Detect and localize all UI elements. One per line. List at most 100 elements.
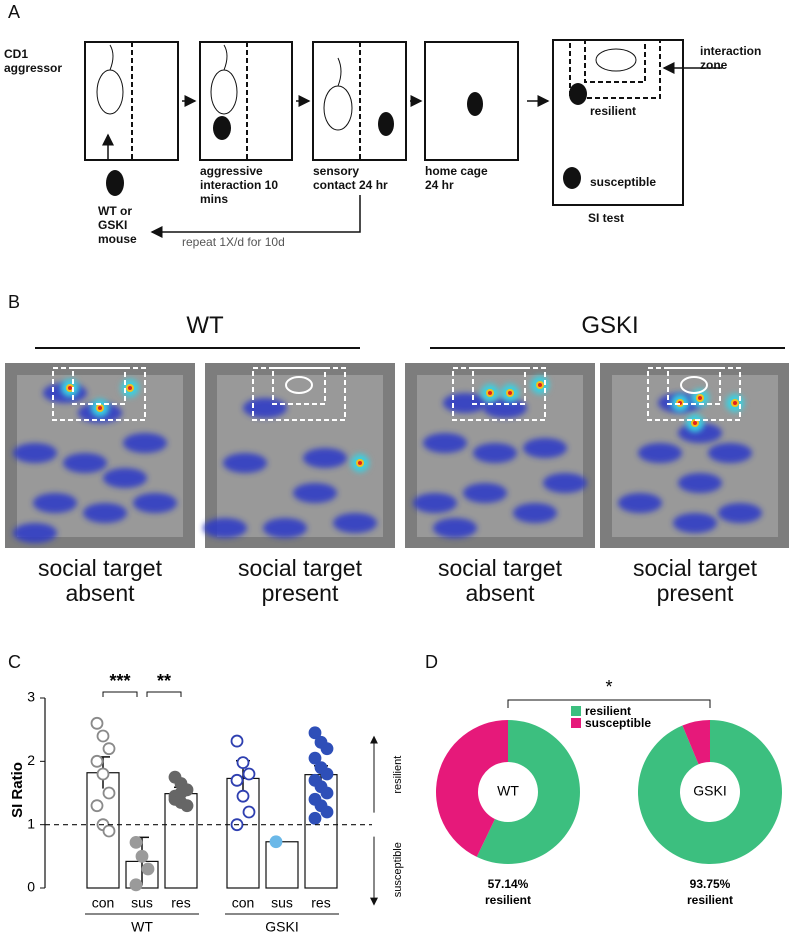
data-point	[308, 751, 322, 765]
track-blob	[133, 493, 177, 513]
track-blob	[293, 483, 337, 503]
repeat-label: repeat 1X/d for 10d	[182, 235, 285, 249]
target-mouse	[680, 376, 708, 394]
side-label: CD1 aggressor	[4, 47, 63, 75]
panel-label: B	[8, 292, 21, 312]
data-point	[129, 878, 143, 892]
step-caption: SI test	[588, 211, 625, 225]
hotspot	[733, 401, 737, 405]
significance-bracket	[146, 691, 182, 697]
hotspot	[538, 383, 542, 387]
track-blob	[673, 513, 717, 533]
legend-swatch	[571, 718, 581, 728]
group-label: WT	[131, 919, 153, 935]
panel-label: D	[425, 652, 438, 672]
hotspot	[358, 461, 362, 465]
step-caption: home cage 24 hr	[425, 164, 488, 192]
data-point	[242, 805, 256, 819]
track-blob	[13, 523, 57, 543]
outcome-label: susceptible	[590, 175, 657, 189]
track-blob	[83, 503, 127, 523]
track-blob	[463, 483, 507, 503]
legend-label: susceptible	[585, 716, 651, 730]
data-point	[141, 862, 155, 876]
x-tick-label: res	[171, 895, 190, 911]
track-blob	[243, 398, 287, 418]
data-point	[135, 849, 149, 863]
bar	[265, 841, 299, 889]
track-blob	[63, 453, 107, 473]
data-point	[230, 734, 244, 748]
mouse-icons	[106, 83, 587, 196]
data-point	[180, 799, 194, 813]
data-point	[102, 742, 116, 756]
target-zone	[272, 367, 326, 405]
legend-swatch	[571, 706, 581, 716]
panel-label: A	[8, 2, 21, 22]
track-blob	[263, 518, 307, 538]
significance-label: *	[605, 677, 612, 697]
data-point	[174, 786, 188, 800]
hotspot	[68, 386, 72, 390]
step-caption: WT or GSKI mouse	[98, 204, 137, 246]
data-point	[129, 836, 143, 849]
track-blob	[203, 518, 247, 538]
donut-slice	[476, 720, 580, 865]
outcome-label: resilient	[590, 104, 637, 118]
track-blob	[433, 518, 477, 538]
heatmaps	[5, 363, 789, 548]
data-point	[320, 742, 334, 756]
y-axis-label: SI Ratio	[9, 762, 26, 818]
x-tick-label: sus	[131, 895, 153, 911]
track-blob	[543, 473, 587, 493]
track-blob	[413, 493, 457, 513]
data-point	[320, 805, 334, 819]
data-point	[90, 716, 104, 730]
donut-value-category: resilient	[687, 893, 733, 907]
donut-value-label: 93.75%	[690, 877, 731, 891]
target-zone	[72, 367, 126, 405]
direction-label: susceptible	[392, 842, 404, 897]
track-blob	[303, 448, 347, 468]
y-tick-label: 3	[27, 689, 35, 705]
data-point	[269, 835, 283, 849]
donut-center-label: GSKI	[693, 783, 726, 799]
heatmap-caption: social target absent	[37, 555, 162, 607]
track-blob	[678, 473, 722, 493]
y-tick-label: 1	[27, 815, 35, 831]
donut-slice	[682, 720, 710, 765]
hotspot	[98, 406, 102, 410]
target-zone	[472, 367, 526, 405]
data-point	[96, 729, 110, 743]
heatmap-caption: social target present	[632, 555, 757, 607]
significance-bracket	[507, 699, 711, 708]
hotspot	[698, 396, 702, 400]
zone-label: interaction zone	[700, 44, 762, 72]
data-point	[90, 754, 104, 768]
x-tick-label: res	[311, 895, 330, 911]
hotspot	[128, 386, 132, 390]
track-blob	[33, 493, 77, 513]
group-title: GSKI	[581, 312, 639, 339]
heatmap-caption: social target absent	[437, 555, 562, 607]
hotspot	[508, 391, 512, 395]
panel-a-diagram	[84, 39, 722, 238]
data-point	[242, 767, 256, 781]
track-blob	[13, 443, 57, 463]
track-blob	[423, 433, 467, 453]
data-point	[308, 811, 322, 825]
data-point	[236, 789, 250, 803]
group-label: GSKI	[265, 919, 298, 935]
step-caption: sensory contact 24 hr	[313, 164, 388, 192]
data-point	[90, 799, 104, 813]
donut-value-category: resilient	[485, 893, 531, 907]
track-blob	[718, 503, 762, 523]
donut-center-label: WT	[497, 783, 519, 799]
significance-label: ***	[109, 671, 130, 691]
track-blob	[473, 443, 517, 463]
x-tick-label: con	[232, 895, 255, 911]
target-mouse	[285, 376, 313, 394]
hotspot	[693, 421, 697, 425]
data-point	[96, 767, 110, 781]
